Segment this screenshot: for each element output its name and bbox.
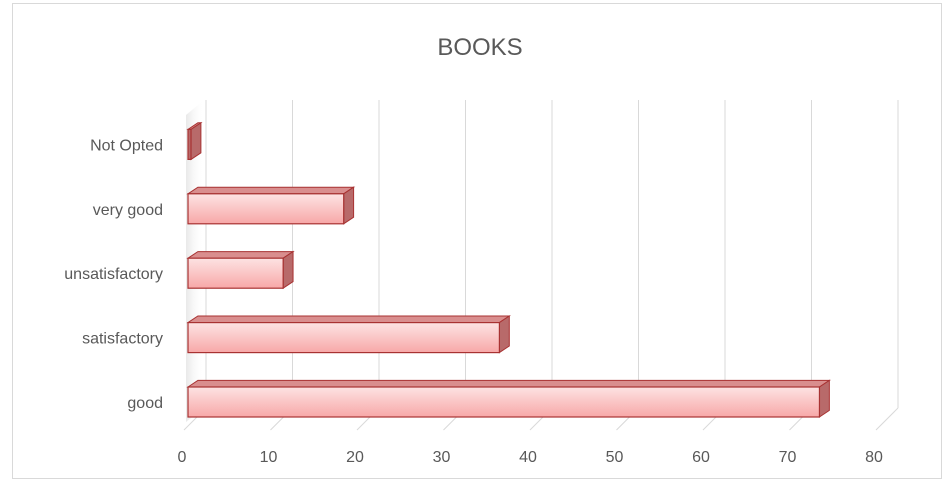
category-label: good <box>127 395 163 412</box>
bar-front-face <box>187 193 345 225</box>
gridline-80 <box>875 100 899 431</box>
bar-side-face <box>498 315 510 354</box>
x-tick-label: 20 <box>346 449 364 466</box>
x-tick-label: 60 <box>692 449 710 466</box>
bar-front-face <box>187 322 500 354</box>
bar-satisfactory <box>186 315 511 354</box>
bar-very-good <box>186 186 356 225</box>
bar-not-opted <box>186 121 203 161</box>
bar-front-face <box>187 257 284 289</box>
category-labels: good satisfactory unsatisfactory very good N… <box>64 137 163 412</box>
x-tick-labels: 0 10 20 30 40 50 60 70 80 <box>178 449 883 466</box>
category-label: Not Opted <box>90 137 163 154</box>
bar-side-face <box>343 186 355 225</box>
x-tick-label: 40 <box>519 449 537 466</box>
x-tick-label: 30 <box>433 449 451 466</box>
bars <box>186 121 832 418</box>
bar-good <box>186 379 832 418</box>
x-tick-label: 0 <box>178 449 187 466</box>
bar-front-face <box>187 128 192 160</box>
bar-top-face <box>186 251 295 259</box>
category-label: satisfactory <box>82 331 163 348</box>
bar-top-face <box>186 186 356 195</box>
x-tick-label: 80 <box>865 449 883 466</box>
x-tick-label: 70 <box>779 449 797 466</box>
x-tick-label: 10 <box>260 449 278 466</box>
x-tick-label: 50 <box>606 449 624 466</box>
bar-side-face <box>282 250 294 290</box>
bar-side-face <box>190 121 202 161</box>
chart-title: BOOKS <box>437 34 522 61</box>
bar-front-face <box>187 386 821 418</box>
category-label: very good <box>93 202 163 219</box>
bar-top-face <box>186 379 832 388</box>
category-label: unsatisfactory <box>64 266 163 283</box>
bar-top-face <box>186 315 511 324</box>
bar-unsatisfactory <box>186 250 295 290</box>
bar-side-face <box>818 379 830 418</box>
